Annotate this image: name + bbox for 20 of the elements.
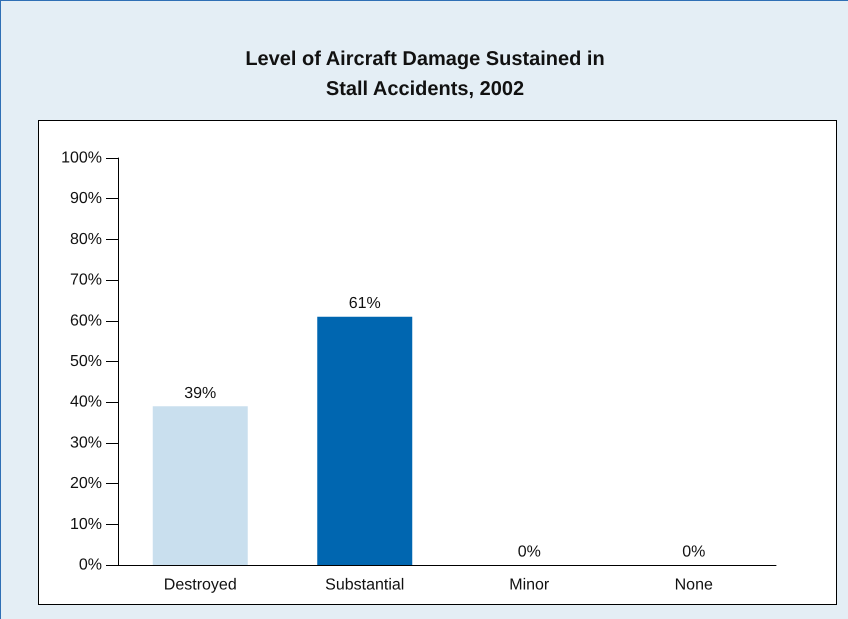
- y-tick-label: 40%: [70, 394, 102, 411]
- y-tick-label: 60%: [70, 312, 102, 330]
- data-label: 0%: [682, 544, 706, 560]
- x-tick-label: Destroyed: [164, 576, 237, 594]
- y-tick-label: 20%: [70, 475, 102, 492]
- y-tick-label: 0%: [78, 556, 102, 574]
- x-tick-label: None: [674, 576, 713, 594]
- data-label: 61%: [348, 295, 381, 312]
- x-tick-label: Substantial: [325, 576, 404, 594]
- y-tick-label: 90%: [70, 190, 102, 208]
- y-tick-label: 100%: [61, 150, 102, 166]
- y-tick-label: 50%: [70, 353, 102, 370]
- x-tick-label: Minor: [509, 576, 550, 594]
- y-tick-label: 10%: [70, 516, 102, 533]
- y-tick-label: 80%: [70, 230, 102, 248]
- data-label: 39%: [184, 384, 216, 402]
- y-tick-label: 30%: [70, 434, 102, 452]
- y-tick-label: 70%: [70, 272, 102, 289]
- chart-title: Level of Aircraft Damage Sustained in Stall Accidents, 2002: [245, 48, 605, 100]
- data-label: 0%: [518, 544, 541, 560]
